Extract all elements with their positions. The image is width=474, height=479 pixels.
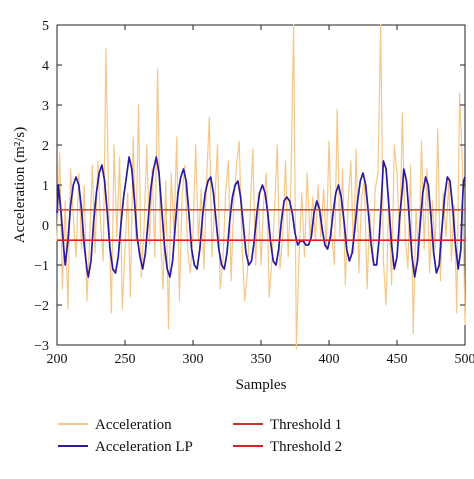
x-tick-label: 500: [455, 352, 474, 367]
legend-label-acceleration: Acceleration: [95, 417, 172, 433]
plot-marks: [57, 25, 465, 349]
y-axis-title: Acceleration (m²/s): [12, 127, 28, 244]
y-tick-label: −1: [34, 259, 49, 274]
y-tick-label: 5: [42, 19, 49, 34]
y-tick-label: 1: [42, 179, 49, 194]
legend: Acceleration Acceleration LP Threshold 1 Th…: [58, 417, 342, 455]
y-tick-label: −2: [34, 299, 49, 314]
x-axis-title: Samples: [236, 377, 287, 393]
y-tick-label: 3: [42, 99, 49, 114]
y-tick-label: 4: [42, 59, 49, 74]
y-tick-label: −3: [34, 339, 49, 354]
x-tick-label: 300: [183, 352, 204, 367]
y-tick-label: 2: [42, 139, 49, 154]
legend-label-acceleration-lp: Acceleration LP: [95, 439, 193, 455]
x-tick-label: 400: [319, 352, 340, 367]
legend-label-threshold-1: Threshold 1: [270, 417, 342, 433]
legend-label-threshold-2: Threshold 2: [270, 439, 342, 455]
x-tick-label: 250: [115, 352, 136, 367]
x-tick-label: 200: [47, 352, 68, 367]
x-tick-label: 350: [251, 352, 272, 367]
x-tick-label: 450: [387, 352, 408, 367]
y-tick-label: 0: [42, 219, 49, 234]
